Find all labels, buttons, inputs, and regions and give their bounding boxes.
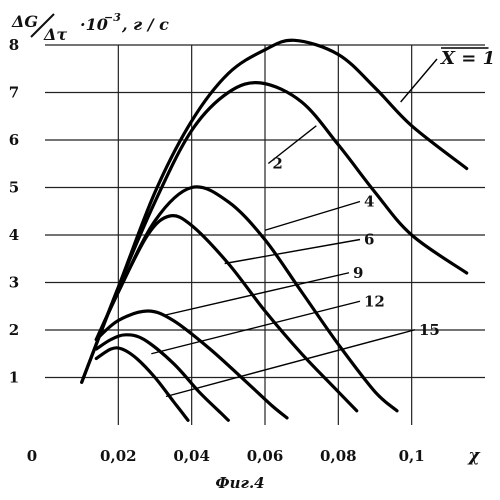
y-axis-title-exponent: −3 — [104, 11, 121, 24]
series-label-3: 6 — [364, 231, 374, 249]
y-tick-label: 8 — [9, 36, 19, 54]
x-tick-label: 0,02 — [100, 447, 137, 465]
y-axis-title-denominator: Δτ — [43, 25, 67, 44]
series-label-4: 9 — [353, 264, 363, 282]
plot-grid — [45, 45, 485, 425]
x-tick-label: 0,06 — [247, 447, 284, 465]
figure-caption: Фиг.4 — [215, 474, 264, 492]
x-tick-label: 0,08 — [320, 447, 357, 465]
series-label-2: 4 — [364, 193, 374, 211]
series-label-5: 12 — [364, 292, 385, 310]
y-tick-label: 6 — [9, 131, 19, 149]
leader-line-3 — [225, 240, 360, 264]
series-line-6 — [96, 348, 188, 421]
leader-line-0 — [401, 59, 437, 102]
y-axis-title-numerator: ΔG — [11, 12, 38, 31]
y-tick-label: 3 — [9, 274, 19, 292]
leader-line-2 — [265, 202, 360, 231]
origin-label: 0 — [27, 447, 37, 465]
y-axis-title: ΔG Δτ ·10 −3 , г / с — [11, 11, 169, 44]
x-tick-label: 0,1 — [399, 447, 425, 465]
x-tick-label: 0,04 — [173, 447, 210, 465]
leader-line-4 — [162, 273, 349, 316]
y-tick-label: 2 — [9, 321, 19, 339]
x-axis-title: χ — [467, 446, 481, 466]
series-layer — [82, 40, 467, 420]
series-label-0: X = 1 — [440, 48, 495, 69]
y-tick-label: 7 — [9, 84, 19, 102]
y-axis-title-unit: , г / с — [121, 15, 169, 34]
series-label-6: 15 — [419, 321, 440, 339]
series-label-1: 2 — [272, 155, 282, 173]
y-tick-label: 4 — [9, 226, 19, 244]
y-tick-label: 1 — [9, 369, 19, 387]
y-tick-label: 5 — [9, 179, 19, 197]
